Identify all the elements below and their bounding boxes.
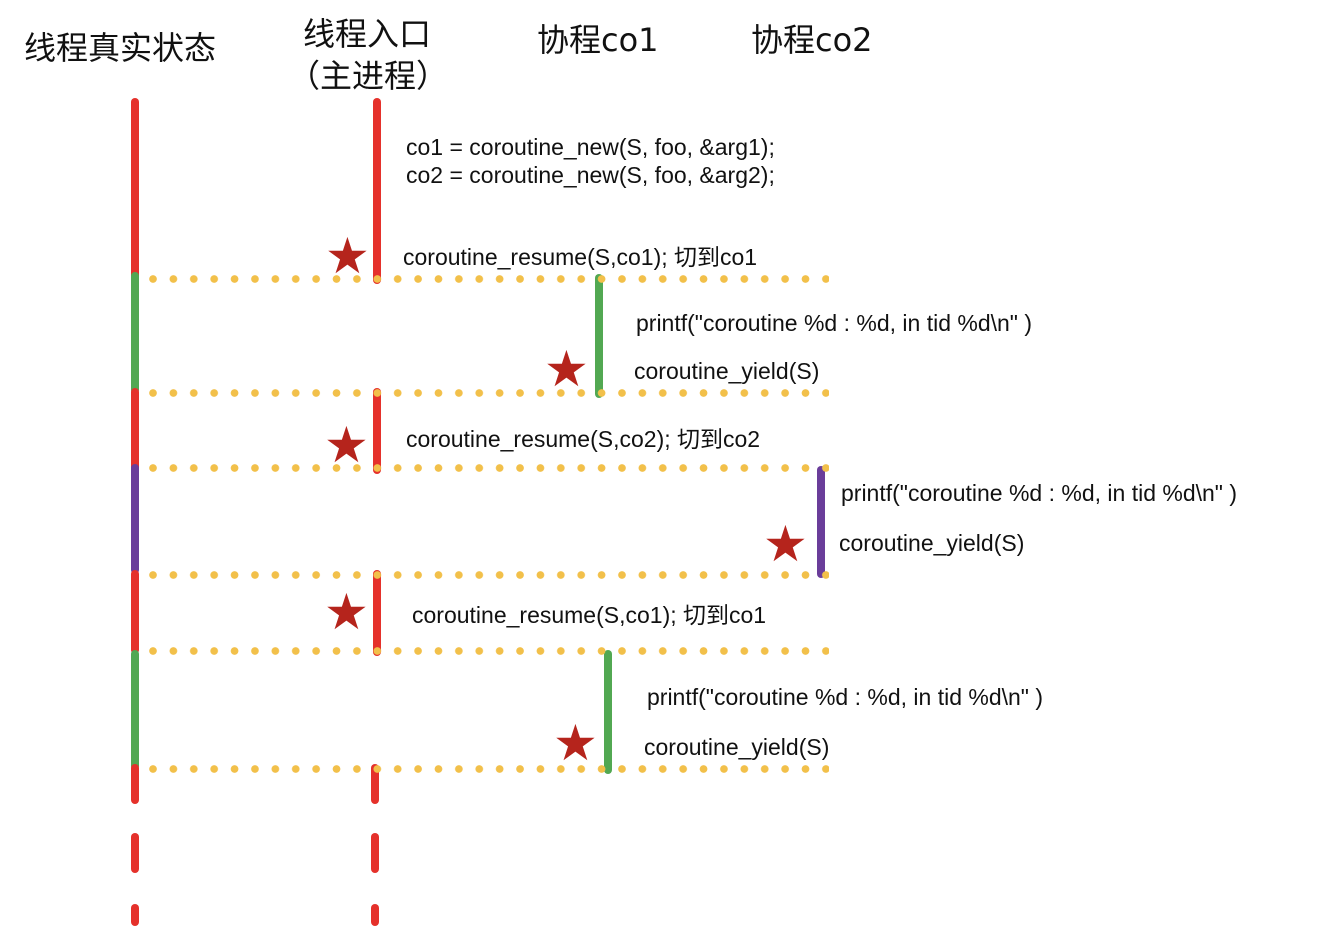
step-resume-co2: coroutine_resume(S,co2); 切到co2 bbox=[406, 426, 761, 452]
star-icon: ★ bbox=[544, 340, 589, 398]
header-co2: 协程co2 bbox=[751, 21, 873, 59]
entry-main-segment-1 bbox=[373, 98, 381, 284]
thread-state-main-4 bbox=[131, 764, 139, 804]
switch-line-5 bbox=[149, 647, 829, 655]
switch-line-3 bbox=[149, 464, 829, 472]
star-icon: ★ bbox=[553, 714, 598, 772]
thread-state-co2-1 bbox=[131, 464, 139, 574]
step-yield-2: coroutine_yield(S) bbox=[839, 530, 1025, 556]
thread-state-dash-1 bbox=[131, 833, 139, 873]
entry-dash-3 bbox=[371, 904, 379, 926]
entry-main-segment-3 bbox=[373, 570, 381, 656]
step-resume-co1: coroutine_resume(S,co1); 切到co1 bbox=[403, 244, 758, 270]
step-printf-2: printf("coroutine %d : %d, in tid %d\n" … bbox=[841, 480, 1238, 506]
entry-dash-1 bbox=[371, 764, 379, 804]
co1-run-segment-1 bbox=[595, 274, 603, 398]
step-yield-1: coroutine_yield(S) bbox=[634, 358, 820, 384]
co2-run-segment bbox=[817, 466, 825, 578]
header-entry-sub: （主进程） bbox=[288, 57, 449, 95]
switch-line-4 bbox=[149, 571, 829, 579]
step-resume-co1-again: coroutine_resume(S,co1); 切到co1 bbox=[412, 602, 767, 628]
entry-main-segment-2 bbox=[373, 388, 381, 474]
thread-state-co1-1 bbox=[131, 272, 139, 394]
entry-dash-2 bbox=[371, 833, 379, 873]
star-icon: ★ bbox=[324, 416, 369, 474]
star-icon: ★ bbox=[763, 515, 808, 573]
star-icon: ★ bbox=[325, 227, 370, 285]
thread-state-dash-2 bbox=[131, 904, 139, 926]
co1-run-segment-2 bbox=[604, 650, 612, 774]
switch-line-6 bbox=[149, 765, 829, 773]
step-create-co2: co2 = coroutine_new(S, foo, &arg2); bbox=[406, 162, 775, 188]
star-icon: ★ bbox=[324, 583, 369, 641]
thread-state-main-3 bbox=[131, 570, 139, 654]
switch-line-1 bbox=[149, 275, 829, 283]
step-printf-3: printf("coroutine %d : %d, in tid %d\n" … bbox=[647, 684, 1044, 710]
step-create-co1: co1 = coroutine_new(S, foo, &arg1); bbox=[406, 134, 775, 160]
header-entry: 线程入口 bbox=[303, 15, 432, 53]
step-yield-3: coroutine_yield(S) bbox=[644, 734, 830, 760]
switch-line-2 bbox=[149, 389, 829, 397]
step-printf-1: printf("coroutine %d : %d, in tid %d\n" … bbox=[636, 310, 1033, 336]
header-co1: 协程co1 bbox=[537, 21, 659, 59]
thread-state-main-1 bbox=[131, 98, 139, 280]
header-thread-state: 线程真实状态 bbox=[24, 29, 217, 67]
thread-state-main-2 bbox=[131, 388, 139, 472]
thread-state-co1-2 bbox=[131, 650, 139, 770]
